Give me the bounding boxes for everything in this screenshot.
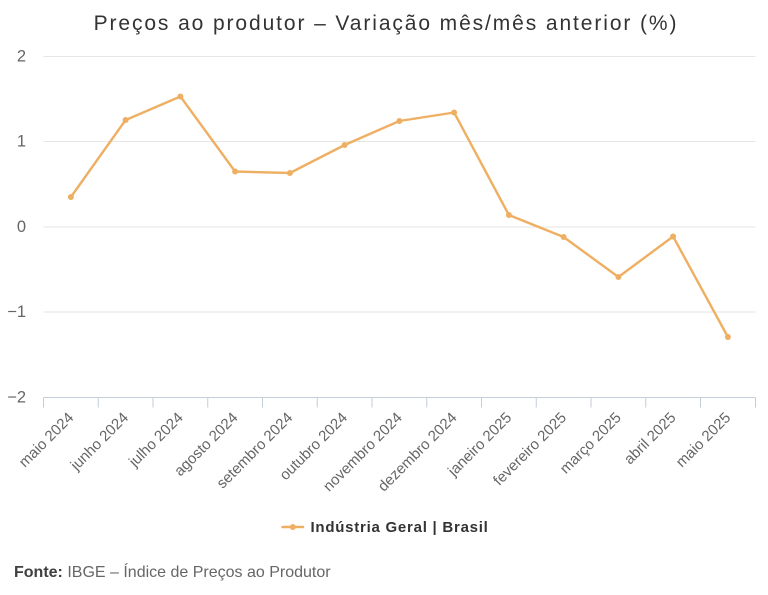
svg-text:maio 2025: maio 2025 [673,409,735,471]
svg-text:Preços ao produtor – Variação: Preços ao produtor – Variação mês/mês an… [94,12,679,35]
svg-text:−1: −1 [7,303,26,321]
svg-text:1: 1 [17,133,26,151]
svg-text:Indústria Geral | Brasil: Indústria Geral | Brasil [311,519,489,536]
svg-text:−2: −2 [7,389,26,407]
svg-text:abril 2025: abril 2025 [621,409,680,468]
svg-text:0: 0 [17,218,26,236]
svg-text:2: 2 [17,48,26,66]
svg-text:Fonte: IBGE – Índice de Preços: Fonte: IBGE – Índice de Preços ao Produt… [14,562,331,581]
svg-text:junho 2024: junho 2024 [67,409,132,474]
